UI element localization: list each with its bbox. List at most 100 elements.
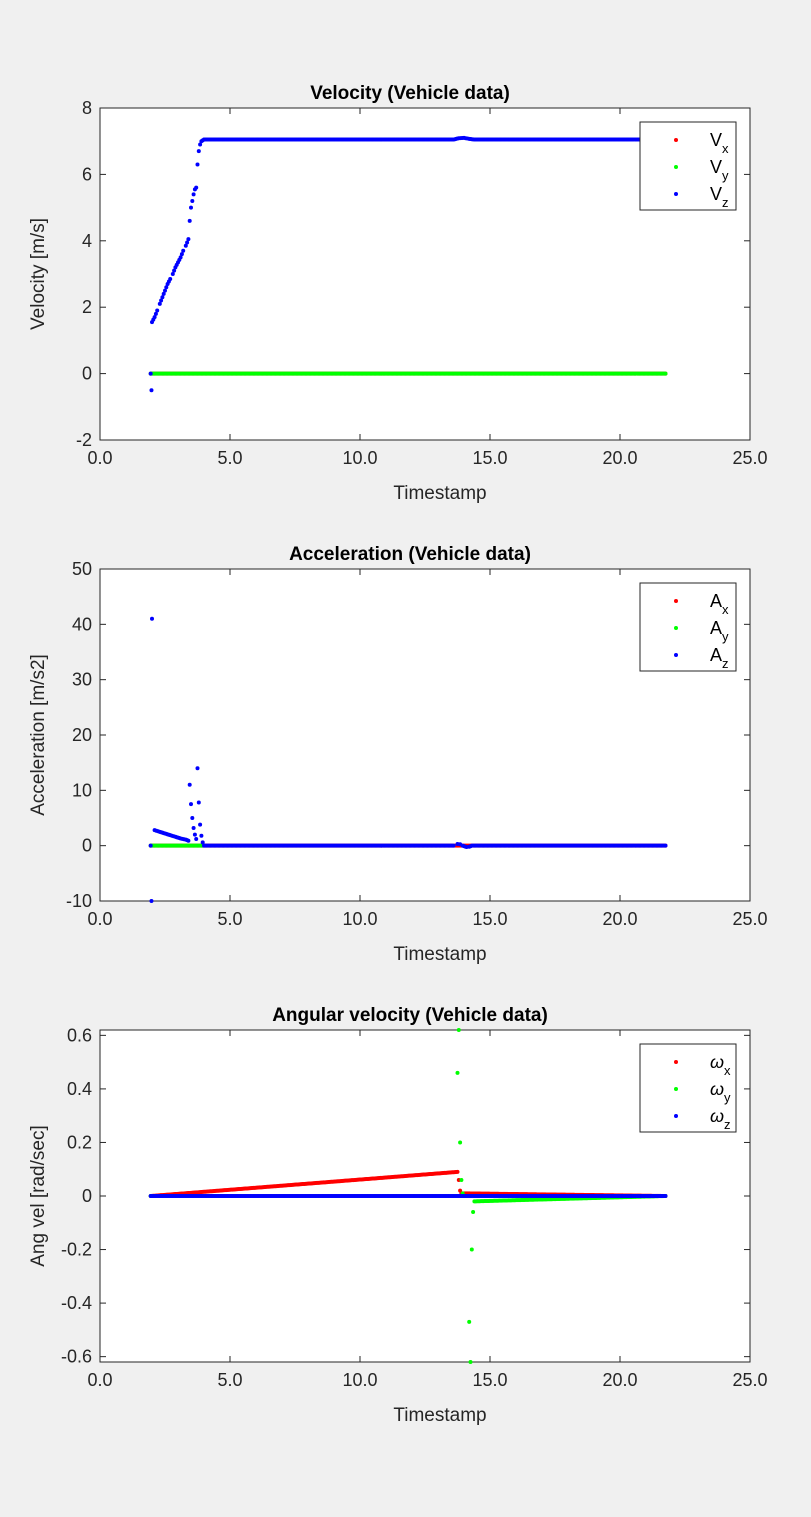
data-point-z — [187, 782, 192, 787]
data-point-z — [155, 308, 160, 313]
y-tick-label: 40 — [72, 614, 92, 634]
data-point-y — [471, 1210, 476, 1215]
data-point-z — [189, 802, 193, 807]
y-tick-label: -0.6 — [61, 1347, 92, 1367]
x-tick-label: 15.0 — [472, 448, 507, 468]
y-axis-label: Velocity [m/s] — [28, 218, 49, 330]
data-point-z — [168, 276, 173, 281]
y-tick-label: 30 — [72, 670, 92, 690]
data-point-y — [455, 1070, 460, 1075]
legend-box — [639, 582, 737, 672]
legend-subscript: z — [724, 1117, 731, 1132]
data-point-z — [160, 295, 165, 300]
data-point-z — [148, 371, 153, 376]
data-point-y — [456, 1028, 461, 1032]
data-point-z — [164, 285, 169, 290]
y-tick-label: 0 — [82, 836, 92, 856]
y-tick-label: 4 — [82, 231, 92, 251]
data-point-z — [150, 616, 154, 621]
x-tick-label: 5.0 — [217, 1370, 242, 1390]
legend-subscript: z — [722, 195, 729, 210]
legend-symbol: V — [710, 157, 722, 177]
y-tick-label: 0 — [82, 1186, 92, 1206]
x-tick-label: 5.0 — [217, 448, 242, 468]
legend-subscript: y — [724, 1090, 731, 1105]
data-point-z — [186, 237, 191, 242]
legend-marker-x — [674, 138, 678, 142]
legend-label-y: ωy — [710, 1079, 731, 1105]
legend-symbol: ω — [710, 1079, 724, 1099]
legend-marker-z — [674, 192, 678, 196]
legend-symbol: ω — [710, 1106, 724, 1126]
series-y — [148, 371, 668, 376]
legend-label-z: ωz — [710, 1106, 731, 1132]
x-tick-label: 15.0 — [472, 909, 507, 929]
y-tick-label: -0.2 — [61, 1240, 92, 1260]
chart-title: Angular velocity (Vehicle data) — [272, 1005, 548, 1026]
legend-marker-y — [674, 1087, 678, 1091]
x-tick-label: 5.0 — [217, 909, 242, 929]
y-axis-label: Ang vel [rad/sec] — [28, 1125, 49, 1267]
x-tick-label: 10.0 — [342, 1370, 377, 1390]
legend-symbol: A — [710, 645, 722, 665]
data-point-z — [148, 843, 153, 848]
data-point-z — [163, 288, 167, 293]
chart-panel-3: 0.0 5.0 10.0 15.0 20.0 25.0 -0.6 -0.4 -0.2 0 0.2 0.… — [28, 1005, 768, 1426]
y-tick-label: 50 — [72, 559, 92, 579]
data-point-z — [161, 291, 166, 296]
data-point-z — [153, 311, 158, 316]
data-point-z — [194, 185, 199, 190]
legend-symbol: V — [710, 130, 722, 150]
legend-symbol: ω — [710, 1052, 724, 1072]
x-tick-label: 10.0 — [342, 909, 377, 929]
x-tick-label: 20.0 — [602, 1370, 637, 1390]
chart-panel-2: 0.0 5.0 10.0 15.0 20.0 25.0 -10 0 10 20 30 40 50 Acce… — [28, 544, 768, 965]
legend-label-x: Vx — [710, 130, 729, 156]
data-point-z — [149, 899, 154, 903]
data-point-z — [190, 198, 195, 203]
data-point-z — [451, 843, 456, 848]
data-point-x — [455, 1169, 460, 1174]
data-point-z — [195, 162, 200, 167]
x-tick-label: 0.0 — [87, 448, 112, 468]
x-tick-label: 20.0 — [602, 448, 637, 468]
data-point-z — [192, 832, 197, 837]
x-tick-label: 0.0 — [87, 1370, 112, 1390]
legend-marker-y — [674, 626, 678, 630]
data-point-z — [199, 833, 204, 838]
legend-label-x: Ax — [710, 591, 729, 617]
legend-label-z: Vz — [710, 184, 729, 210]
data-point-z — [200, 840, 205, 845]
y-tick-label: 0 — [82, 364, 92, 384]
data-point-y — [467, 1319, 472, 1324]
y-tick-label: 8 — [82, 98, 92, 118]
legend-marker-x — [674, 599, 678, 603]
data-point-z — [170, 272, 175, 276]
legend-subscript: x — [724, 1063, 731, 1078]
data-point-z — [196, 149, 201, 154]
x-tick-label: 10.0 — [342, 448, 377, 468]
data-point-z — [172, 268, 177, 273]
y-tick-label: 10 — [72, 780, 92, 800]
x-axis-label: Timestamp — [393, 1405, 486, 1426]
legend-label-y: Ay — [710, 618, 729, 644]
legend-symbol: V — [710, 184, 722, 204]
data-point-z — [194, 837, 199, 842]
x-tick-label: 20.0 — [602, 909, 637, 929]
legend-marker-z — [674, 653, 678, 657]
chart-title: Acceleration (Vehicle data) — [289, 544, 531, 565]
chart-panel-1: 0.0 5.0 10.0 15.0 20.0 25.0 -2 0 2 4 6 8 Velocity (V… — [28, 83, 768, 504]
x-tick-label: 15.0 — [472, 1370, 507, 1390]
data-point-z — [187, 218, 192, 223]
legend-subscript: x — [722, 602, 729, 617]
legend-subscript: x — [722, 141, 729, 156]
data-point-z — [198, 142, 203, 147]
y-tick-label: 6 — [82, 164, 92, 184]
series-z — [148, 616, 668, 903]
legend-label-x: ωx — [710, 1052, 731, 1078]
y-tick-label: 20 — [72, 725, 92, 745]
